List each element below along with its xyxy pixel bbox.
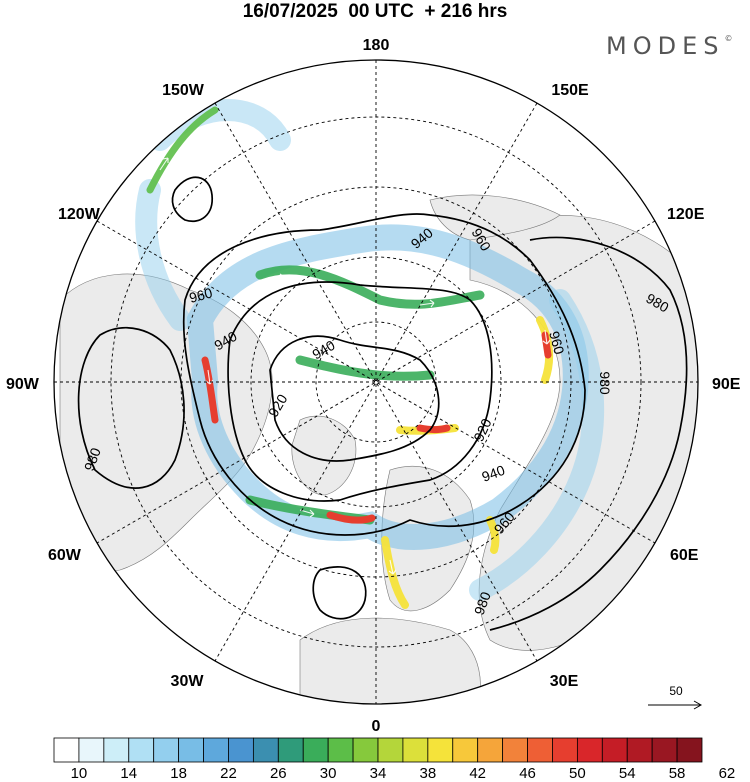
colorbar-tick-label: 26 — [270, 765, 287, 782]
map-disc — [54, 60, 698, 704]
land-greenland — [291, 415, 357, 496]
lon-label-180: 180 — [363, 37, 390, 54]
contour-label: 980 — [81, 445, 104, 473]
colorbar-cell — [626, 737, 653, 763]
lon-label-0: 0 — [372, 718, 381, 735]
contour-label: 980 — [597, 371, 613, 395]
colorbar-cell — [178, 737, 204, 763]
lon-label-120e: 120E — [667, 206, 705, 223]
chart-title: 16/07/2025 00 UTC + 216 hrs — [242, 1, 508, 22]
arrow-right-icon — [648, 700, 703, 710]
colorbar-tick-label: 62 — [719, 765, 736, 782]
colorbar-cell — [552, 737, 578, 763]
colorbar-cell — [452, 737, 479, 763]
contour-label: 980 — [471, 589, 494, 617]
contour-label: 960 — [187, 284, 214, 306]
copyright-mark: © — [724, 34, 733, 43]
contour-low-s — [312, 566, 367, 620]
lon-label-30w: 30W — [171, 673, 205, 690]
colorbar-cell — [502, 737, 528, 763]
lon-label-60w: 60W — [48, 547, 82, 564]
colorbar-cell — [53, 737, 80, 763]
colorbar-tick-label: 22 — [220, 765, 237, 782]
colorbar-tick-label: 34 — [370, 765, 387, 782]
polar-map: 180 150W 150E 120W 120E 90W 90E 60W 60E … — [6, 37, 741, 735]
colorbar-tick-label: 10 — [71, 765, 88, 782]
colorbar-cell — [228, 737, 254, 763]
brand-text: MODES — [606, 32, 725, 60]
graticule — [54, 60, 698, 704]
lon-label-90w: 90W — [6, 376, 40, 393]
lon-label-30e: 30E — [550, 673, 579, 690]
geopotential-contours — [77, 176, 688, 631]
contour-980-west — [77, 326, 185, 489]
wind-vector — [339, 298, 355, 307]
colorbar-tick-label: 30 — [320, 765, 337, 782]
colorbar-tick-label: 38 — [420, 765, 437, 782]
colorbar-cell — [78, 737, 105, 763]
colorbar-tick-label: 54 — [619, 765, 636, 782]
colorbar-cell — [427, 737, 454, 763]
jet-core-red — [201, 331, 552, 524]
map-border — [53, 59, 699, 705]
contour-960 — [182, 213, 586, 536]
jet-arc-nw — [146, 106, 219, 194]
colorbar-tick-label: 50 — [569, 765, 586, 782]
lon-label-150w: 150W — [162, 82, 205, 99]
colorbar-cell — [676, 737, 703, 763]
contour-980-east — [489, 236, 688, 631]
colorbar-cells — [53, 737, 703, 763]
contour-920 — [269, 335, 440, 462]
vector-scale: 50 — [646, 684, 706, 717]
wind-vector — [269, 273, 285, 282]
colorbar-cell — [103, 737, 130, 763]
colorbar-cell — [651, 737, 678, 763]
colorbar-tick-label: 42 — [469, 765, 486, 782]
wind-vector — [542, 329, 551, 345]
colorbar-cell — [576, 737, 603, 763]
vector-scale-value: 50 — [669, 684, 683, 698]
lon-label-120w: 120W — [58, 206, 101, 223]
contour-940 — [227, 281, 493, 502]
modes-logo: MODES© — [606, 32, 732, 60]
colorbar-cell — [527, 737, 553, 763]
contour-label: 940 — [480, 462, 508, 485]
colorbar-ticks: 10141822263034384246505458626670 — [71, 765, 736, 782]
wind-vectors — [159, 157, 551, 575]
wind-vector — [159, 157, 169, 171]
contour-low-nw — [171, 176, 213, 223]
colorbar-cell — [153, 737, 180, 763]
colorbar-cell — [477, 737, 504, 763]
wind-speed-shading — [135, 99, 605, 609]
colorbar-cell — [352, 737, 379, 763]
wind-vector — [299, 509, 315, 518]
colorbar-cell — [601, 737, 628, 763]
colorbar-cell — [377, 737, 404, 763]
wind-vector — [388, 559, 397, 575]
colorbar-cell — [128, 737, 155, 763]
colorbar-cell — [402, 737, 429, 763]
wind-vector — [419, 299, 435, 308]
colorbar-tick-label: 18 — [170, 765, 187, 782]
colorbar-tick-label: 58 — [669, 765, 686, 782]
land-alaska — [429, 194, 561, 241]
colorbar-cell — [277, 737, 304, 763]
lon-label-90e: 90E — [712, 376, 741, 393]
colorbar-tick-label: 14 — [120, 765, 137, 782]
colorbar-cell — [252, 737, 279, 763]
lon-label-150e: 150E — [551, 82, 589, 99]
colorbar-cell — [203, 737, 229, 763]
land-africa — [299, 617, 481, 704]
colorbar-tick-label: 46 — [519, 765, 536, 782]
colorbar-cell — [302, 737, 329, 763]
contour-label: 960 — [546, 329, 568, 356]
lon-label-60e: 60E — [670, 547, 699, 564]
colorbar-cell — [327, 737, 354, 763]
